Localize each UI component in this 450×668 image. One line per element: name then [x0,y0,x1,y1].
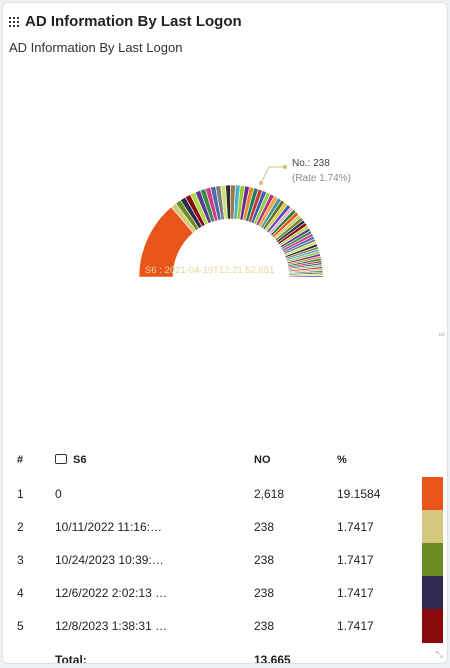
row-no-value: 2,618 [254,487,285,501]
row-percent-value: 1.7417 [337,520,374,534]
half-donut-chart[interactable]: S6 : 2021-04-19T12:21:52.851 No.: 238 (Rat… [3,63,447,363]
row-s6-value: 12/8/2023 1:38:31 … [55,619,168,633]
total-label: Total: [55,653,87,664]
row-index: 1 [17,487,24,501]
table-row[interactable]: 2 10/11/2022 11:16:… 238 1.7417 [3,510,447,544]
total-value: 13,665 [254,653,291,664]
col-header-s6-label: S6 [73,454,87,466]
tooltip-marker [258,180,264,186]
row-no-value: 238 [254,553,275,567]
row-percent-value: 19.1584 [337,487,381,501]
row-color-swatch [422,543,443,577]
tooltip-count: No.: 238 [292,158,330,169]
tooltip-rate: (Rate 1.74%) [292,173,351,184]
panel-header: AD Information By Last Logon [9,13,242,30]
grid-icon[interactable] [9,16,19,27]
col-header-percent[interactable]: % [337,454,347,466]
table-row[interactable]: 4 12/6/2022 2:02:13 … 238 1.7417 [3,576,447,610]
row-index: 3 [17,553,24,567]
row-index: 5 [17,619,24,633]
row-no-value: 238 [254,520,275,534]
row-color-swatch [422,477,443,511]
row-no-value: 238 [254,586,275,600]
col-header-index[interactable]: # [17,454,24,466]
tooltip-leader-line [260,166,285,184]
row-color-swatch [422,609,443,643]
table-total-row: Total: 13,665 [3,643,447,664]
link-icon[interactable]: ∞ [438,329,445,339]
row-no-value: 238 [254,619,275,633]
col-header-s6[interactable]: S6 [55,443,86,477]
row-color-swatch [422,576,443,610]
pie-slice[interactable] [288,275,324,278]
table-header-row: # S6 NO % [3,443,447,477]
tooltip-marker [282,164,288,170]
row-s6-value: 10/11/2022 11:16:… [55,520,162,534]
row-index: 4 [17,586,24,600]
table-row[interactable]: 5 12/8/2023 1:38:31 … 238 1.7417 [3,609,447,643]
row-s6-value: 12/6/2022 2:02:13 … [55,586,168,600]
chart-subtitle: AD Information By Last Logon [9,40,183,55]
resize-handle-icon[interactable]: ⤡ [435,649,443,659]
table-row[interactable]: 3 10/24/2023 10:39:… 238 1.7417 [3,543,447,577]
row-color-swatch [422,510,443,544]
row-percent-value: 1.7417 [337,553,374,567]
row-s6-value: 0 [55,487,62,501]
col-header-no[interactable]: NO [254,454,271,466]
comment-icon [55,454,67,464]
slice-label: S6 : 2021-04-19T12:21:52.851 [145,265,274,276]
row-s6-value: 10/24/2023 10:39:… [55,553,164,567]
row-percent-value: 1.7417 [337,586,374,600]
panel-title: AD Information By Last Logon [25,13,242,30]
table-row[interactable]: 1 0 2,618 19.1584 [3,477,447,511]
row-percent-value: 1.7417 [337,619,374,633]
row-index: 2 [17,520,24,534]
